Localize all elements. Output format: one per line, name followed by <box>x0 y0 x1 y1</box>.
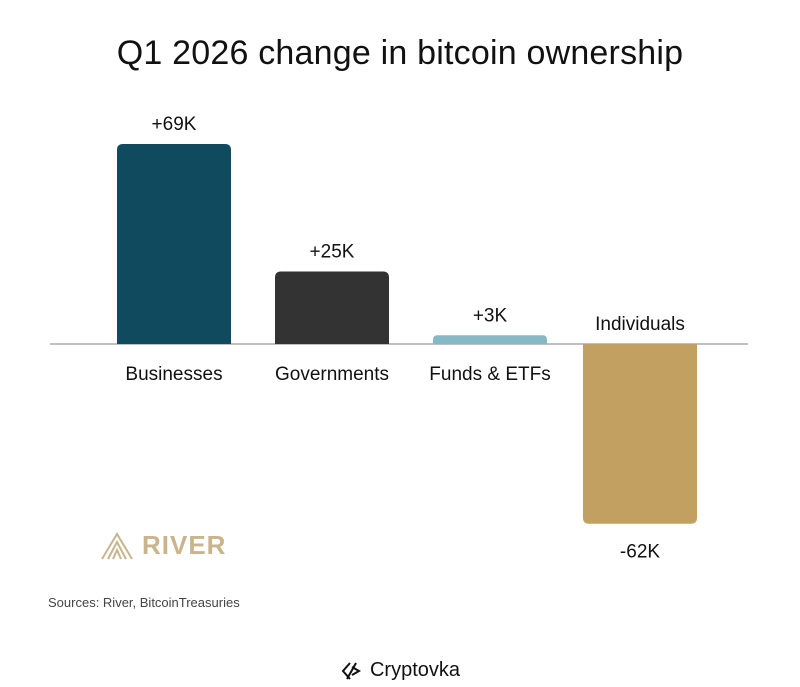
river-logo-text: RIVER <box>142 530 227 560</box>
category-label-funds-and-etfs: Funds & ETFs <box>429 364 550 385</box>
value-label-funds-and-etfs: +3K <box>473 305 508 326</box>
bars-group <box>117 144 697 524</box>
value-label-businesses: +69K <box>152 114 197 135</box>
category-label-individuals: Individuals <box>595 314 685 335</box>
river-logo: RIVER <box>100 530 226 561</box>
bar-funds-and-etfs <box>433 335 547 344</box>
sources-note: Sources: River, BitcoinTreasuries <box>48 595 240 610</box>
bar-businesses <box>117 144 231 344</box>
value-label-individuals: -62K <box>620 542 660 563</box>
bar-individuals <box>583 344 697 524</box>
bar-governments <box>275 271 389 344</box>
watermark: Cryptovka <box>0 659 800 682</box>
watermark-text: Cryptovka <box>369 659 461 681</box>
river-logo-icon <box>101 531 133 560</box>
chart-title: Q1 2026 change in bitcoin ownership <box>116 34 684 72</box>
category-label-businesses: Businesses <box>125 364 222 385</box>
category-label-governments: Governments <box>275 364 389 385</box>
cryptovka-logo-icon <box>341 661 361 680</box>
labels-group: +69K Businesses +25K Governments +3K Funds & … <box>125 114 684 563</box>
value-label-governments: +25K <box>310 242 355 263</box>
